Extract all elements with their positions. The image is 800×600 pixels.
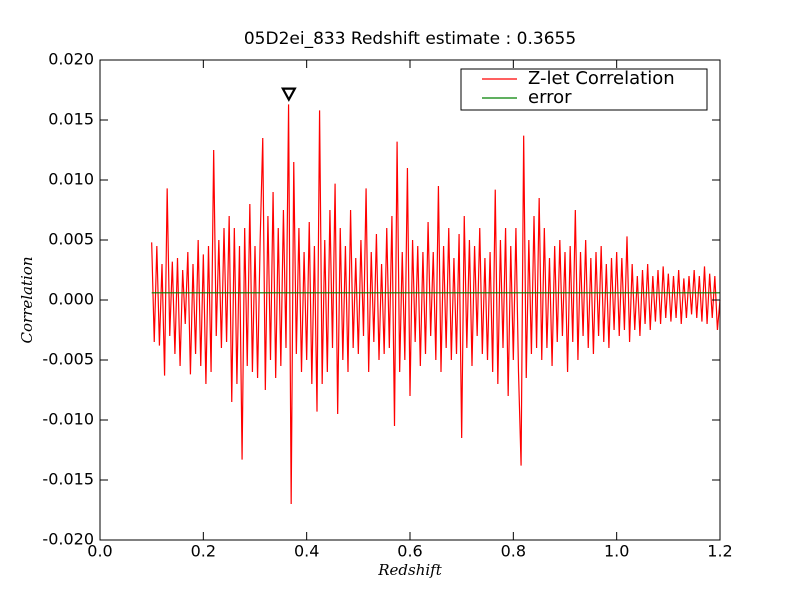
y-tick-label: 0.020 <box>48 50 94 69</box>
y-tick-label: -0.005 <box>42 350 94 369</box>
y-tick-label: -0.015 <box>42 470 94 489</box>
legend-label: Z-let Correlation <box>528 68 675 89</box>
x-tick-label: 0.6 <box>397 542 422 561</box>
y-tick-label: 0.010 <box>48 170 94 189</box>
x-tick-label: 0.2 <box>191 542 216 561</box>
x-tick-label: 0.8 <box>501 542 526 561</box>
data-line <box>151 104 721 505</box>
x-tick-label: 0.0 <box>87 542 112 561</box>
y-tick-label: -0.010 <box>42 410 94 429</box>
y-tick-label: -0.020 <box>42 530 94 549</box>
legend-label: error <box>528 87 572 108</box>
y-tick-label: 0.015 <box>48 110 94 129</box>
x-tick-label: 1.2 <box>707 542 732 561</box>
peak-marker <box>280 87 297 102</box>
x-axis-label: Redshift <box>377 561 442 579</box>
y-tick-label: 0.000 <box>48 290 94 309</box>
legend-box <box>460 68 708 111</box>
y-tick-label: 0.005 <box>48 230 94 249</box>
x-tick-label: 0.4 <box>294 542 319 561</box>
x-tick-label: 1.0 <box>604 542 629 561</box>
chart-title: 05D2ei_833 Redshift estimate : 0.3655 <box>244 29 576 49</box>
y-axis-label: Correlation <box>18 257 36 344</box>
